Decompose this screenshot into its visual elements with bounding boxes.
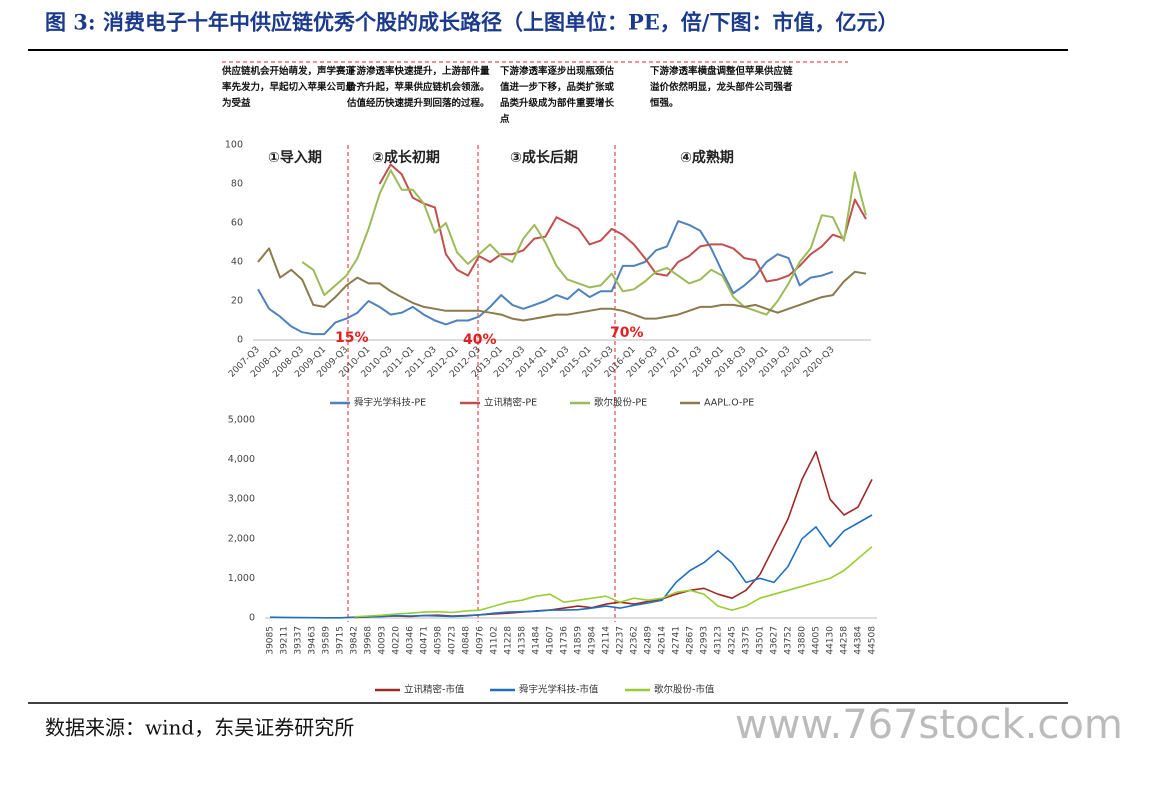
series-line [353,546,873,618]
x-tick-label: 44508 [868,626,878,655]
series-line [301,169,867,316]
x-tick-label: 39463 [308,626,318,655]
legend-label: 立讯精密-市值 [404,684,465,696]
y-tick-label: 100 [225,140,243,151]
legend-label: 舜宇光学科技-PE [354,397,426,409]
x-tick-label: 40598 [434,626,444,655]
x-tick-label: 43501 [756,626,766,655]
x-tick-label: 41736 [560,626,570,655]
note: 下游渗透率快速提升，上游部件量价齐升起，苹果供应链机会领涨。估值经历快速提升到回… [347,66,490,109]
x-tick-label: 40723 [448,626,458,655]
x-tick-label: 43752 [784,626,794,655]
y-tick-label: 60 [231,218,243,229]
series-line [378,163,867,283]
penetration-label: 40% [463,332,497,348]
y-tick-label: 20 [231,296,243,307]
x-tick-label: 41228 [504,626,514,655]
series-line [257,220,834,336]
x-tick-label: 42362 [630,626,640,655]
x-tick-label: 41358 [518,626,528,655]
x-tick-label: 40093 [378,626,388,655]
x-tick-label: 40848 [462,626,472,655]
x-tick-label: 43245 [728,626,738,655]
figure-title: 图 3: 消费电子十年中供应链优秀个股的成长路径（上图单位：PE，倍/下图：市值… [45,10,898,35]
x-tick-label: 44384 [854,626,864,655]
penetration-label: 70% [610,325,644,341]
x-tick-label: 42489 [644,626,654,655]
x-tick-label: 42237 [616,626,626,655]
x-tick-label: 41984 [588,626,598,655]
x-tick-label: 43375 [742,626,752,655]
x-tick-label: 40471 [420,626,430,655]
y-tick-label: 0 [249,613,255,624]
note: 下游渗透率横盘调整但苹果供应链溢价依然明显，龙头部件公司强者恒强。 [650,66,793,109]
x-tick-label: 39715 [336,626,346,655]
y-tick-label: 80 [231,179,243,190]
x-tick-label: 44130 [826,626,836,655]
series-line [269,514,873,619]
note: 供应链机会开始萌发，声学赛道率先发力，早起切入苹果公司最为受益 [222,66,356,109]
watermark: www.767stock.com [735,702,1123,748]
x-tick-label: 39842 [350,626,360,655]
y-tick-label: 5,000 [228,415,255,426]
x-tick-label: 43123 [714,626,724,655]
source: 数据来源：wind，东吴证券研究所 [45,716,354,740]
x-tick-label: 40220 [392,626,402,655]
phase-label: ④成熟期 [680,149,734,166]
y-tick-label: 4,000 [228,454,255,465]
x-tick-label: 39085 [266,626,276,655]
x-tick-label: 43627 [770,626,780,655]
legend-label: 歌尔股份-市值 [654,684,715,696]
x-tick-label: 41102 [490,626,500,655]
y-tick-label: 2,000 [228,533,255,544]
x-tick-label: 43880 [798,626,808,655]
x-tick-label: 42993 [700,626,710,655]
phase-label: ①导入期 [268,150,322,166]
x-tick-label: 39337 [294,626,304,655]
phase-label: ②成长初期 [372,149,440,166]
note: 下游渗透率逐步出现瓶颈估值进一步下移，品类扩张或品类升级成为部件重要增长点 [500,66,615,125]
x-tick-label: 44005 [812,626,822,655]
x-tick-label: 39589 [322,626,332,655]
series-line [257,247,867,322]
y-tick-label: 40 [231,257,243,268]
x-tick-label: 39211 [280,626,290,655]
x-tick-label: 42867 [686,626,696,655]
x-tick-label: 41484 [532,626,542,655]
x-tick-label: 42614 [658,626,668,655]
y-tick-label: 0 [237,335,243,346]
y-tick-label: 3,000 [228,494,255,505]
legend-label: AAPL.O-PE [704,398,754,409]
x-tick-label: 41607 [546,626,556,655]
x-tick-label: 42114 [602,626,612,655]
x-tick-label: 40976 [476,626,486,655]
x-tick-label: 44258 [840,626,850,655]
x-tick-label: 41859 [574,626,584,655]
x-tick-label: 40346 [406,626,416,655]
legend-label: 歌尔股份-PE [594,397,647,409]
series-line [353,450,873,619]
phase-label: ③成长后期 [510,149,578,166]
legend-label: 立讯精密-PE [484,397,537,409]
x-tick-label: 42741 [672,626,682,655]
x-tick-label: 39968 [364,626,374,655]
penetration-label: 15% [335,330,369,346]
legend-label: 舜宇光学科技-市值 [519,684,599,696]
y-tick-label: 1,000 [228,573,255,584]
